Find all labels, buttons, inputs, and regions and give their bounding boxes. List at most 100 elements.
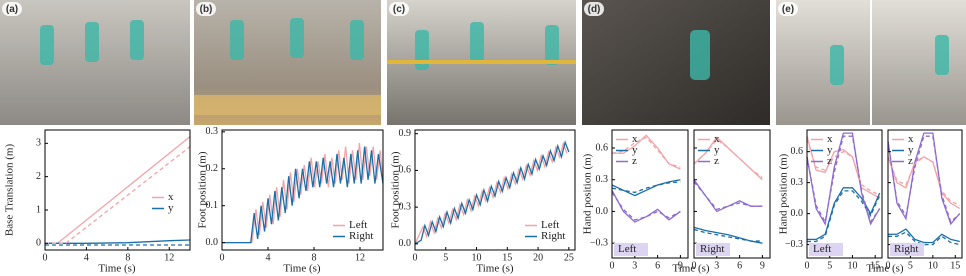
railing [387,60,576,64]
tag-bg [778,2,798,16]
panel-label: (d) [588,4,601,15]
panel-label: (b) [200,4,213,15]
y-tick-label: 0.6 [399,165,412,176]
y-axis-label: Foot position (m) [390,151,402,228]
x-axis-label: Time (s) [672,263,710,275]
panel-tags: (a) (b) (c) (d) (e) [2,2,798,16]
panel-label-bg [696,243,730,256]
x-tick-label: 5 [827,260,832,271]
axes-frame [887,129,963,259]
y-tick-label: 0.0 [596,206,609,217]
tag-bg [584,2,604,16]
series-line [806,132,881,226]
y-tick-label: 0.3 [596,174,609,185]
x-axis-label: Time (s) [98,263,136,275]
series-line [222,142,384,244]
x-tick-label: 10 [928,260,938,271]
reference-line [806,135,881,224]
legend-label: y [168,202,174,214]
legend-label: y [632,144,638,156]
y-tick-label: 0.3 [791,177,804,188]
panel-label: Left [813,243,831,255]
legend-label: x [168,191,174,203]
y-axis-label: Foot position (m) [197,151,209,228]
tag-bg [2,2,22,16]
x-axis-label: Time (s) [866,263,904,275]
x-tick-label: 15 [870,260,880,271]
panel-label-bg [890,243,924,256]
x-tick-label: 4 [266,252,271,263]
reference-line [611,192,681,221]
y-tick-label: −0.3 [785,239,803,250]
y-tick-label: 0.6 [596,142,609,153]
photo [776,0,870,125]
x-tick-label: 3 [632,260,637,271]
reference-line [611,181,681,194]
x-tick-label: 0 [43,252,48,263]
legend-label: z [714,155,719,167]
legend-label: Left [541,219,559,231]
y-tick-label: 0 [36,238,41,249]
x-tick-label: 12 [164,252,174,263]
series-line [414,140,570,245]
legend-label: x [714,133,720,145]
y-tick-label: 0.0 [206,237,219,248]
y-tick-label: 0.0 [791,208,804,219]
reference-line [693,228,763,242]
x-tick-label: 15 [502,252,512,263]
legend-label: Left [349,219,367,231]
panel-label: (a) [6,4,18,15]
panel-label-bg [614,243,648,256]
y-tick-label: 0.1 [206,200,219,211]
reference-line [693,138,763,179]
platform [194,95,381,115]
y-tick-label: 3 [36,138,41,149]
reference-line [806,139,880,196]
y-tick-label: 0.9 [399,128,412,139]
reference-line [887,156,961,206]
x-axis-label: Time (s) [283,263,321,275]
series-line [45,136,191,244]
legend-label: z [908,155,913,167]
x-axis-label: Time (s) [476,263,514,275]
axes-frame [806,129,883,259]
y-axis-label: Hand position (m) [778,153,790,234]
legend-label: x [908,133,914,145]
photo [872,0,966,125]
y-tick-label: 0.3 [399,201,412,212]
y-tick-label: 0.6 [791,146,804,157]
reference-line [611,136,681,168]
legend-label: y [908,144,914,156]
series-line [887,132,961,226]
x-tick-label: 8 [125,252,130,263]
x-tick-label: 6 [737,260,742,271]
y-tick-label: 2 [36,171,41,182]
x-tick-label: 10 [847,260,857,271]
legend-label: z [632,155,637,167]
x-tick-label: 5 [908,260,913,271]
legend-label: y [827,144,833,156]
tag-bg [196,2,216,16]
x-tick-label: 5 [443,252,448,263]
axes-frame [414,129,576,251]
x-tick-label: 10 [472,252,482,263]
legend-label: Right [541,230,565,242]
axes-frame [611,129,689,259]
x-tick-label: 15 [950,260,960,271]
axes-frame [221,129,384,251]
axes-frame [693,129,771,259]
series-line [612,134,681,170]
x-tick-label: 0 [805,260,810,271]
x-tick-label: 3 [714,260,719,271]
x-tick-label: 6 [655,260,660,271]
x-tick-label: 9 [678,260,683,271]
y-axis-label: Base Translation (m) [4,144,16,237]
panel-label: Right [700,243,724,255]
legend-label: x [632,133,638,145]
y-tick-label: −0.3 [590,237,608,248]
reference-line [887,135,961,224]
axes-frame [44,129,191,251]
panel-label: (e) [782,4,794,15]
series-line [887,156,961,210]
